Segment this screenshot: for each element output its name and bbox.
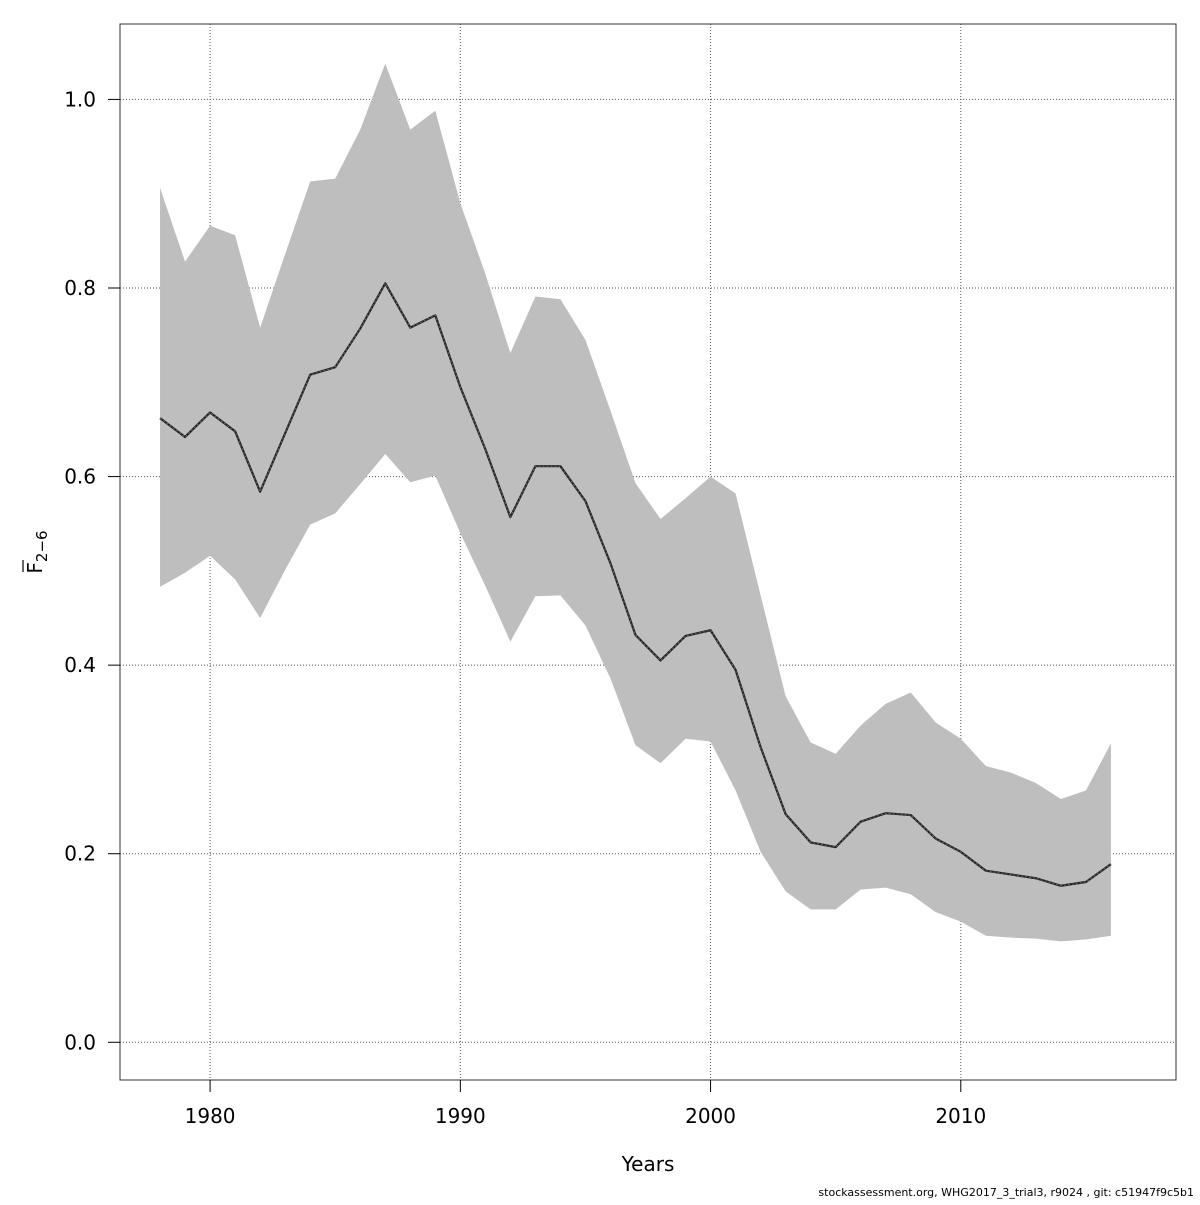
x-tick-label: 2010	[935, 1104, 986, 1128]
y-tick-label: 1.0	[64, 87, 96, 111]
footer-credit: stockassessment.org, WHG2017_3_trial3, r…	[818, 1186, 1194, 1199]
line-layer	[159, 282, 1112, 887]
tick-layer: 1980 1990 2000 2010 0.0 0.2 0.4 0.6 0.8 1.0	[64, 87, 986, 1128]
y-tick-label: 0.2	[64, 842, 96, 866]
x-tick-label: 1990	[435, 1104, 486, 1128]
y-tick-label: 0.6	[64, 465, 96, 489]
y-axis-label: F2−6	[22, 530, 51, 574]
plot-frame	[119, 23, 1177, 1081]
x-tick-label: 1980	[185, 1104, 236, 1128]
y-tick-label: 0.0	[64, 1030, 96, 1054]
y-axis-label-subscript: 2−6	[33, 530, 51, 562]
confidence-band	[160, 63, 1111, 942]
y-tick-label: 0.8	[64, 276, 96, 300]
y-axis-label-main: F	[23, 562, 47, 574]
x-axis-label: Years	[621, 1152, 675, 1176]
svg-text:F2−6: F2−6	[23, 530, 51, 573]
x-tick-label: 2000	[685, 1104, 736, 1128]
y-tick-label: 0.4	[64, 653, 96, 677]
series-line	[159, 282, 1112, 887]
confidence-band-layer	[160, 63, 1111, 942]
